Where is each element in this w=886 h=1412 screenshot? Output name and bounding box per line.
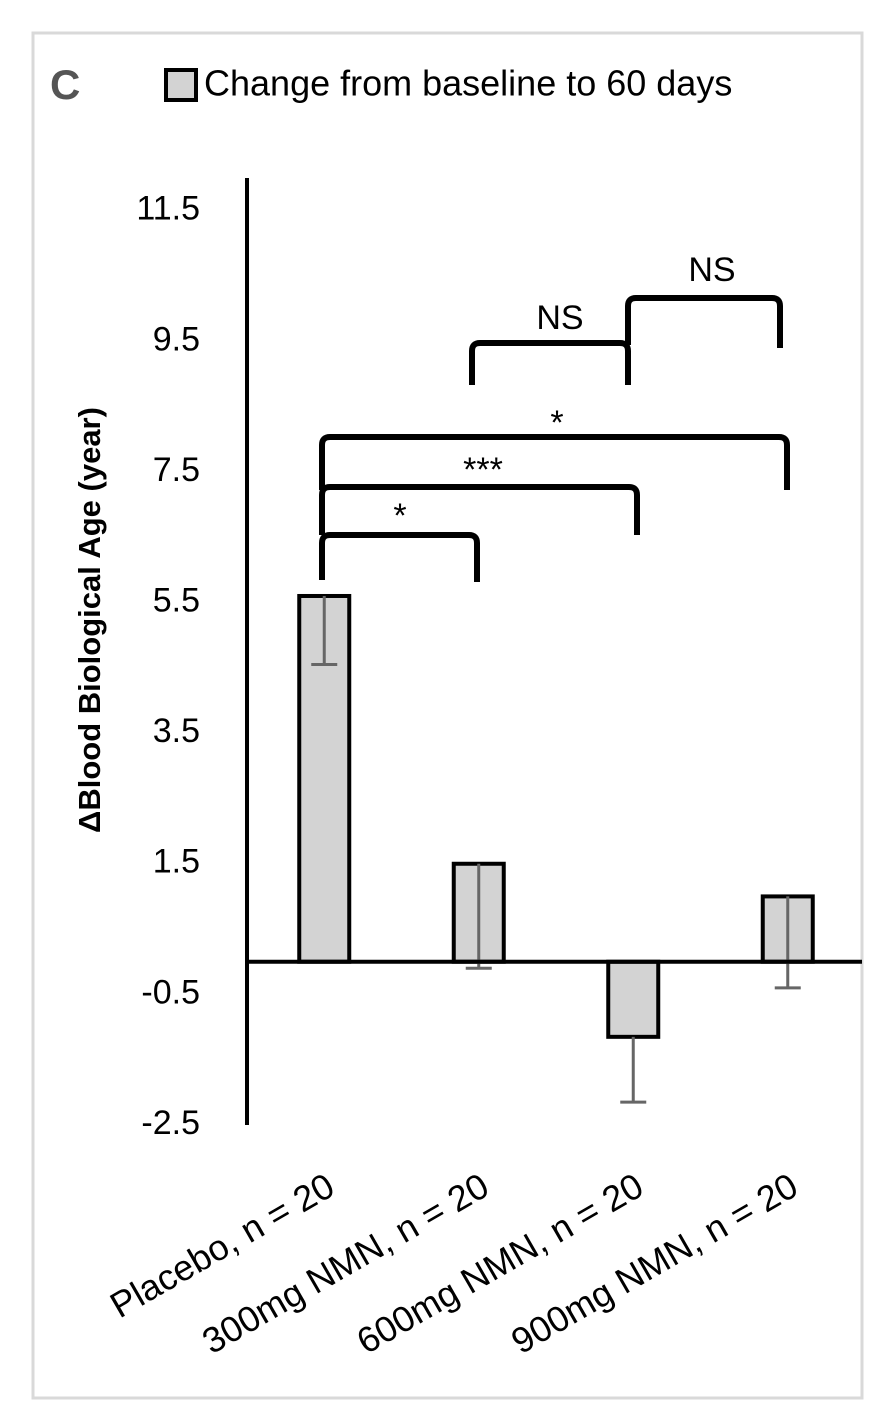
y-tick-label: -0.5 xyxy=(141,973,200,1011)
error-bar xyxy=(465,863,492,970)
bar xyxy=(606,959,661,1039)
significance-label: * xyxy=(393,497,406,535)
legend-swatch xyxy=(164,68,198,102)
significance-bracket xyxy=(319,434,790,490)
panel-label: C xyxy=(50,61,80,108)
error-bar xyxy=(311,595,338,667)
y-tick-label: 1.5 xyxy=(153,843,200,881)
legend-label: Change from baseline to 60 days xyxy=(204,63,732,104)
y-tick-label: 7.5 xyxy=(153,451,200,489)
significance-bracket xyxy=(625,295,783,348)
y-axis-label: ΔBlood Biological Age (year) xyxy=(72,407,107,833)
y-tick-label: 11.5 xyxy=(136,190,200,228)
significance-label: NS xyxy=(688,251,735,289)
significance-label: *** xyxy=(463,451,503,489)
y-tick-label: 3.5 xyxy=(153,712,200,750)
y-tick-label: 5.5 xyxy=(153,582,200,620)
significance-bracket xyxy=(319,484,640,535)
significance-label: NS xyxy=(536,299,583,337)
error-bar xyxy=(774,896,801,990)
y-tick-label: 9.5 xyxy=(153,320,200,358)
significance-label: * xyxy=(550,404,563,442)
significance-bracket xyxy=(469,340,631,385)
error-bar xyxy=(620,1036,647,1104)
significance-bracket xyxy=(319,532,480,582)
y-tick-label: -2.5 xyxy=(141,1104,200,1142)
panel-border xyxy=(31,31,864,1400)
